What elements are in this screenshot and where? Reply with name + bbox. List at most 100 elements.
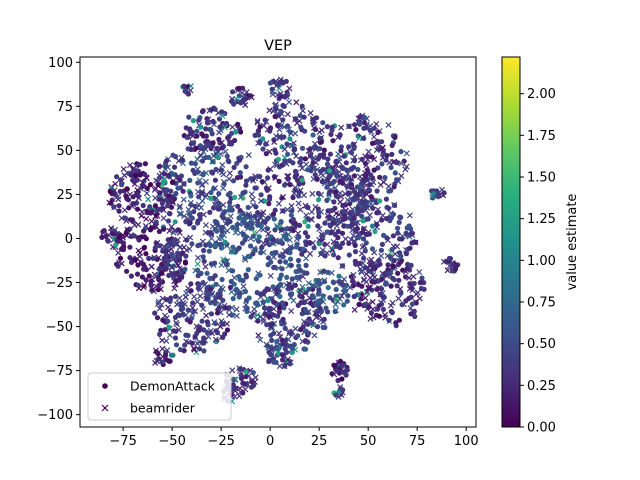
point-beamrider [194, 254, 202, 261]
point-demonattack [147, 204, 153, 210]
point-demonattack [195, 180, 201, 186]
colorbar-label: value estimate [565, 194, 580, 291]
point-demonattack [344, 367, 350, 373]
point-demonattack [148, 225, 154, 231]
point-beamrider [180, 196, 187, 203]
point-beamrider [181, 213, 188, 220]
point-demonattack [201, 258, 207, 264]
point-demonattack [249, 226, 255, 232]
point-demonattack [195, 243, 201, 249]
point-demonattack [253, 185, 259, 191]
point-demonattack [296, 181, 302, 187]
point-demonattack [298, 326, 304, 333]
point-beamrider [438, 186, 446, 193]
point-beamrider [348, 195, 355, 202]
point-demonattack [156, 282, 162, 288]
point-demonattack [236, 157, 243, 163]
point-beamrider [292, 116, 299, 123]
point-demonattack [238, 372, 244, 378]
point-beamrider [310, 157, 317, 164]
point-demonattack [243, 164, 249, 170]
point-demonattack [257, 124, 263, 130]
point-beamrider [318, 127, 325, 134]
point-demonattack [368, 194, 374, 200]
point-demonattack [287, 250, 293, 256]
point-demonattack [360, 218, 366, 224]
point-beamrider [286, 236, 293, 243]
point-beamrider [162, 263, 169, 270]
colorbar-tick: 0.75 [520, 296, 556, 311]
point-demonattack [187, 220, 193, 226]
point-beamrider [120, 166, 127, 173]
point-demonattack [340, 263, 346, 269]
point-demonattack [215, 206, 221, 212]
point-demonattack [407, 245, 413, 251]
point-demonattack [290, 194, 296, 201]
point-demonattack [201, 348, 207, 354]
point-demonattack [273, 249, 279, 256]
point-demonattack [373, 221, 380, 228]
point-demonattack [332, 170, 338, 176]
point-demonattack [150, 255, 156, 261]
point-beamrider [332, 184, 339, 191]
point-demonattack [284, 274, 290, 280]
point-demonattack [309, 320, 315, 326]
point-demonattack [408, 311, 414, 317]
point-demonattack [225, 158, 231, 164]
point-demonattack [334, 368, 340, 374]
point-demonattack [302, 230, 308, 236]
point-demonattack [446, 255, 452, 262]
point-beamrider [279, 193, 287, 201]
point-demonattack [227, 199, 233, 206]
point-demonattack [341, 302, 347, 308]
point-beamrider [270, 305, 277, 312]
point-demonattack [173, 293, 179, 299]
point-beamrider [284, 356, 291, 363]
point-beamrider [257, 197, 265, 205]
colorbar-tick-label: 1.75 [527, 129, 556, 144]
point-beamrider [307, 147, 314, 154]
colorbar-axis: 0.00 0.25 0.50 0.75 1.00 1.25 1.50 1.75 2.00 [520, 87, 556, 436]
point-demonattack [135, 206, 141, 212]
point-demonattack [382, 175, 388, 181]
point-demonattack [124, 186, 130, 192]
point-beamrider [275, 200, 282, 207]
point-demonattack [348, 150, 355, 156]
point-demonattack [243, 369, 249, 375]
point-beamrider [153, 357, 160, 364]
point-demonattack [186, 114, 192, 120]
point-demonattack [358, 296, 364, 302]
point-beamrider [385, 183, 392, 190]
point-beamrider [213, 195, 220, 202]
point-beamrider [227, 213, 234, 220]
point-demonattack [398, 149, 404, 155]
point-demonattack [338, 148, 344, 154]
point-demonattack [271, 299, 277, 305]
point-beamrider [164, 347, 171, 354]
point-beamrider [351, 239, 358, 246]
point-demonattack [324, 229, 331, 235]
colorbar-tick: 1.00 [520, 254, 556, 269]
point-beamrider [299, 107, 306, 114]
point-demonattack [176, 227, 182, 233]
point-demonattack [264, 322, 270, 328]
point-demonattack [230, 89, 236, 95]
point-demonattack [218, 225, 224, 231]
point-demonattack [360, 177, 366, 183]
point-demonattack [214, 330, 220, 336]
point-demonattack [139, 274, 145, 280]
point-demonattack [162, 352, 169, 358]
point-demonattack [297, 293, 303, 299]
point-demonattack [376, 303, 382, 309]
point-demonattack [328, 131, 334, 137]
point-beamrider [352, 221, 359, 228]
y-tick-label: −100 [37, 408, 73, 423]
point-demonattack [281, 134, 287, 140]
point-beamrider [153, 273, 160, 280]
point-beamrider [379, 270, 386, 277]
point-demonattack [209, 131, 215, 137]
point-demonattack [258, 211, 264, 218]
point-beamrider [270, 240, 277, 247]
point-demonattack [141, 228, 147, 234]
